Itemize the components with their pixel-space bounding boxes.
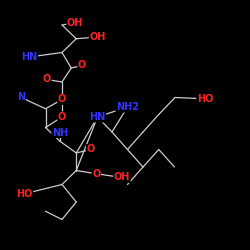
Text: O: O <box>58 94 66 104</box>
Text: N: N <box>17 92 25 102</box>
Text: OH: OH <box>89 32 106 42</box>
Text: HN: HN <box>22 52 38 62</box>
Text: OH: OH <box>67 18 83 28</box>
Text: OH: OH <box>114 172 130 182</box>
Text: O: O <box>78 60 86 70</box>
Text: NH: NH <box>52 128 68 138</box>
Text: O: O <box>92 169 100 179</box>
Text: HO: HO <box>197 94 213 104</box>
Text: O: O <box>58 112 66 122</box>
Text: NH2: NH2 <box>116 102 139 112</box>
Text: O: O <box>43 74 51 85</box>
Text: O: O <box>86 144 94 154</box>
Text: HN: HN <box>90 112 106 122</box>
Text: HO: HO <box>16 189 33 199</box>
